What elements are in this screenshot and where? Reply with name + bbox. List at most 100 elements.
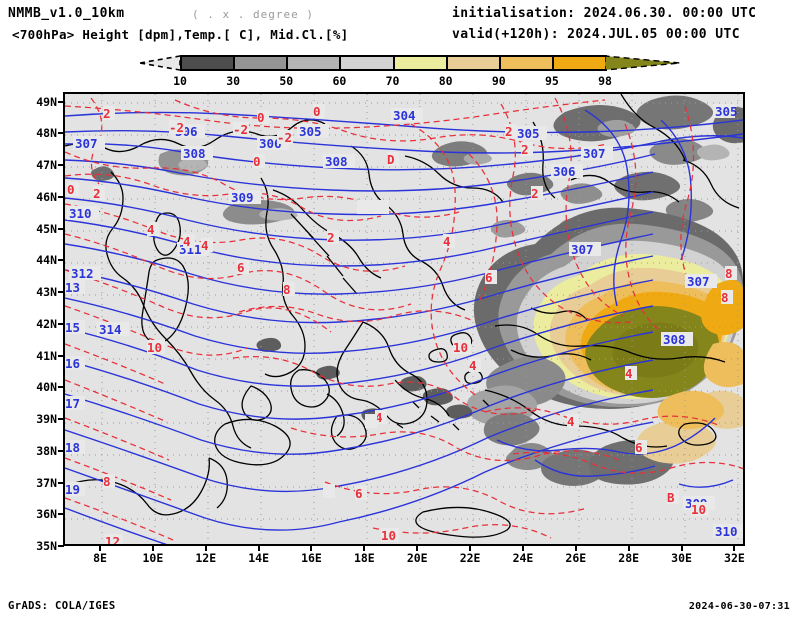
lon-label-8E: 8E [93, 551, 107, 565]
lat-tick-38N [58, 449, 64, 452]
colorbar-segment-90 [498, 55, 552, 71]
svg-text:0: 0 [313, 104, 321, 119]
colorbar-segment-80 [445, 55, 499, 71]
colorbar-panel: 10 30 50 60 70 80 90 95 98 [0, 52, 800, 88]
lat-tick-49N [58, 100, 64, 103]
lat-label-45N: 45N [36, 221, 57, 236]
svg-text:6: 6 [635, 440, 643, 455]
svg-text:2: 2 [521, 142, 529, 157]
svg-text:-2: -2 [277, 130, 292, 145]
svg-text:305: 305 [715, 104, 738, 119]
degree-note: ( . x . degree ) [192, 8, 314, 21]
svg-text:10: 10 [691, 502, 706, 517]
lon-tick-20E [416, 545, 419, 551]
lat-label-44N: 44N [36, 253, 57, 268]
lat-label-37N: 37N [36, 475, 57, 490]
svg-text:0: 0 [257, 110, 265, 125]
svg-text:16: 16 [65, 356, 80, 371]
lat-label-41N: 41N [36, 348, 57, 363]
svg-text:18: 18 [65, 440, 80, 455]
svg-text:308: 308 [183, 146, 206, 161]
colorbar-tick-80: 80 [438, 74, 453, 88]
lat-tick-45N [58, 227, 64, 230]
lat-label-42N: 42N [36, 316, 57, 331]
header-panel: NMMB_v1.0_10km ( . x . degree ) <700hPa>… [0, 0, 800, 50]
lon-tick-28E [627, 545, 630, 551]
svg-text:2: 2 [327, 230, 335, 245]
lon-label-30E: 30E [671, 551, 692, 565]
colorbar-tick-10: 10 [173, 74, 187, 88]
cloud-cover-colorbar: 10 30 50 60 70 80 90 95 98 [140, 55, 680, 88]
lat-label-38N: 38N [36, 443, 57, 458]
svg-text:307: 307 [75, 136, 98, 151]
lat-tick-43N [58, 291, 64, 293]
lon-tick-30E [680, 545, 683, 551]
lon-label-28E: 28E [618, 551, 640, 565]
valid-time: valid(+120h): 2024.JUL.05 00:00 UTC [452, 27, 740, 42]
colorbar-tick-30: 30 [226, 74, 241, 88]
colorbar-high-arrow [605, 55, 680, 71]
lon-tick-10E [151, 545, 154, 551]
svg-text:307: 307 [571, 242, 594, 257]
svg-text:19: 19 [65, 482, 80, 497]
svg-text:306: 306 [259, 136, 282, 151]
map-canvas: 304 x 306 305 307 306 305 306 308 307 30… [65, 94, 743, 544]
lon-label-12E: 12E [195, 551, 217, 565]
svg-text:314: 314 [99, 322, 122, 337]
svg-text:B: B [667, 490, 675, 505]
svg-text:4: 4 [567, 414, 575, 429]
svg-text:13: 13 [65, 280, 80, 295]
svg-text:10: 10 [453, 340, 468, 355]
lon-label-22E: 22E [459, 551, 481, 565]
svg-text:6: 6 [237, 260, 245, 275]
lat-tick-37N [58, 481, 64, 484]
svg-text:307: 307 [583, 146, 606, 161]
contour-labels: 304 x 306 305 307 306 305 306 308 307 30… [65, 104, 743, 544]
svg-text:308: 308 [663, 332, 686, 347]
lat-tick-46N [58, 195, 64, 198]
lon-tick-12E [204, 545, 207, 551]
svg-text:-2: -2 [169, 120, 184, 135]
initialisation-time: initialisation: 2024.06.30. 00:00 UTC [452, 6, 757, 21]
svg-text:4: 4 [183, 234, 191, 249]
svg-text:310: 310 [715, 524, 738, 539]
svg-text:2: 2 [505, 124, 513, 139]
lat-label-46N: 46N [36, 189, 57, 204]
lat-tick-41N [58, 354, 64, 357]
lon-label-24E: 24E [512, 551, 534, 565]
svg-text:307: 307 [687, 274, 710, 289]
svg-text:8: 8 [103, 474, 111, 489]
lat-tick-44N [58, 259, 64, 262]
lon-label-18E: 18E [353, 551, 375, 565]
lon-tick-32E [733, 545, 736, 551]
svg-text:306: 306 [553, 164, 576, 179]
svg-text:309: 309 [231, 190, 254, 205]
svg-text:305: 305 [299, 124, 322, 139]
footer-timestamp: 2024-06-30-07:31 [688, 601, 790, 612]
lat-label-47N: 47N [36, 158, 57, 173]
svg-text:2: 2 [93, 186, 101, 201]
lon-label-20E: 20E [406, 551, 428, 565]
svg-text:8: 8 [283, 282, 291, 297]
colorbar-tick-90: 90 [491, 74, 506, 88]
lat-tick-40N [58, 386, 64, 389]
lat-tick-35N [58, 545, 64, 547]
field-description: <700hPa> Height [dpm],Temp.[ C], Mid.Cl.… [12, 27, 349, 42]
lat-tick-48N [58, 132, 64, 135]
svg-text:4: 4 [625, 366, 633, 381]
model-name: NMMB_v1.0_10km [8, 6, 125, 21]
lon-tick-22E [469, 545, 472, 551]
lon-tick-16E [310, 545, 313, 551]
lat-label-39N: 39N [36, 412, 57, 426]
svg-text:D: D [387, 152, 395, 167]
lat-label-48N: 48N [36, 126, 57, 141]
footer-attribution: GrADS: COLA/IGES [8, 600, 116, 612]
lon-tick-14E [257, 545, 260, 551]
lon-label-26E: 26E [565, 551, 587, 565]
svg-text:15: 15 [65, 320, 80, 335]
lon-label-10E: 10E [142, 551, 164, 565]
lon-tick-18E [363, 545, 366, 551]
svg-text:2: 2 [103, 106, 111, 121]
colorbar-segment-30 [233, 55, 287, 71]
lat-label-40N: 40N [36, 380, 57, 395]
